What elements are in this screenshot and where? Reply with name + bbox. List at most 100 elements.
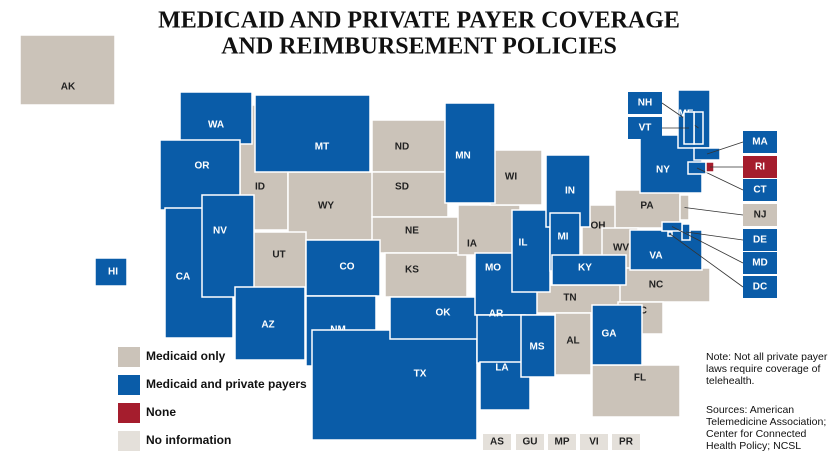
state-shape	[389, 296, 491, 340]
legend-label: None	[146, 405, 176, 419]
state-box	[548, 434, 576, 450]
state-label: TN	[563, 293, 576, 304]
sources-line: Center for Connected	[706, 428, 807, 440]
sources-line: Sources: American	[706, 404, 794, 416]
state-label: IN	[565, 186, 575, 197]
state-label: VA	[649, 251, 662, 262]
state-label: AR	[489, 309, 504, 320]
sources-line: Telemedicine Association;	[706, 416, 826, 428]
sources-line: Health Policy; NCSL	[706, 440, 801, 452]
state-label: GU	[523, 437, 538, 448]
state-box	[743, 204, 777, 226]
legend-swatch	[118, 431, 140, 451]
state-label: VT	[639, 123, 652, 134]
leader-line	[684, 207, 744, 216]
state-shape	[305, 239, 381, 297]
state-label: VI	[589, 437, 599, 448]
state-shape	[311, 329, 478, 441]
state-label: CO	[340, 262, 355, 273]
state-box	[743, 179, 777, 201]
state-shape	[591, 304, 643, 366]
state-shape	[511, 209, 551, 293]
state-label: NY	[656, 165, 670, 176]
state-label: KY	[578, 263, 592, 274]
legend-label: Medicaid and private payers	[146, 377, 307, 391]
state-label: ND	[395, 142, 409, 153]
state-label: MP	[555, 437, 570, 448]
state-box	[743, 131, 777, 153]
title-line: MEDICAID AND PRIVATE PAYER COVERAGE	[158, 8, 680, 34]
state-label: DC	[753, 282, 767, 293]
state-label: NC	[649, 280, 663, 291]
state-label: WI	[505, 172, 517, 183]
state-box	[612, 434, 640, 450]
state-box	[743, 229, 777, 251]
state-label: OH	[591, 221, 606, 232]
state-label: GA	[602, 329, 617, 340]
note-line: telehealth.	[706, 375, 754, 387]
state-label: MD	[752, 258, 768, 269]
state-label: KS	[405, 265, 419, 276]
state-label: FL	[634, 373, 646, 384]
state-box	[628, 117, 662, 139]
state-shape	[384, 252, 468, 298]
state-label: MO	[485, 263, 501, 274]
leader-line	[706, 141, 744, 155]
state-label: SD	[395, 182, 409, 193]
state-label: AS	[490, 437, 504, 448]
title-line: AND REIMBURSEMENT POLICIES	[221, 34, 617, 60]
state-box	[516, 434, 544, 450]
state-shape	[179, 91, 253, 145]
state-label: HI	[108, 267, 118, 278]
state-label: DE	[753, 235, 767, 246]
note-line: Note: Not all private payer	[706, 351, 828, 363]
state-box	[743, 252, 777, 274]
state-label: MN	[455, 151, 471, 162]
state-box	[580, 434, 608, 450]
state-label: IA	[467, 239, 477, 250]
leader-line	[685, 231, 744, 241]
leader-line	[671, 226, 744, 264]
state-box	[743, 276, 777, 298]
state-label: OR	[195, 161, 211, 172]
state-label: OK	[436, 308, 452, 319]
state-label: CT	[753, 185, 766, 196]
state-label: IL	[519, 238, 528, 249]
legend-swatch	[118, 347, 140, 367]
state-shape	[619, 267, 711, 303]
state-shape	[254, 94, 371, 173]
state-label: LA	[495, 363, 508, 374]
state-shape	[444, 102, 496, 204]
state-label: PR	[619, 437, 634, 448]
state-shape	[234, 286, 306, 361]
state-box	[628, 92, 662, 114]
state-label: MT	[315, 142, 329, 153]
leader-line	[669, 233, 744, 288]
legend-swatch	[118, 375, 140, 395]
state-label: NV	[213, 226, 227, 237]
leader-line	[696, 167, 744, 191]
state-label: ID	[255, 182, 265, 193]
state-shape	[520, 314, 556, 378]
state-label: WA	[208, 120, 224, 131]
state-label: RI	[755, 162, 765, 173]
state-label: UT	[272, 250, 285, 261]
state-label: MS	[530, 342, 545, 353]
legend: Medicaid only Medicaid and private payers…	[118, 347, 307, 451]
state-shape	[371, 216, 463, 254]
state-label: WV	[613, 243, 629, 254]
state-label: MI	[557, 232, 568, 243]
legend-label: No information	[146, 433, 231, 447]
state-shape	[371, 171, 449, 218]
state-label: CA	[176, 272, 190, 283]
states: AKIDWYNDSDNEKSUTIAWIOHPAWVTNNCSCALFLNJWA…	[19, 34, 777, 450]
state-box	[743, 156, 777, 178]
state-label: MA	[752, 137, 768, 148]
state-label: AZ	[261, 320, 274, 331]
state-shape	[201, 194, 255, 298]
state-label: NJ	[754, 210, 767, 221]
state-label: AK	[61, 82, 76, 93]
state-label: WY	[318, 201, 334, 212]
state-label: AL	[566, 336, 579, 347]
